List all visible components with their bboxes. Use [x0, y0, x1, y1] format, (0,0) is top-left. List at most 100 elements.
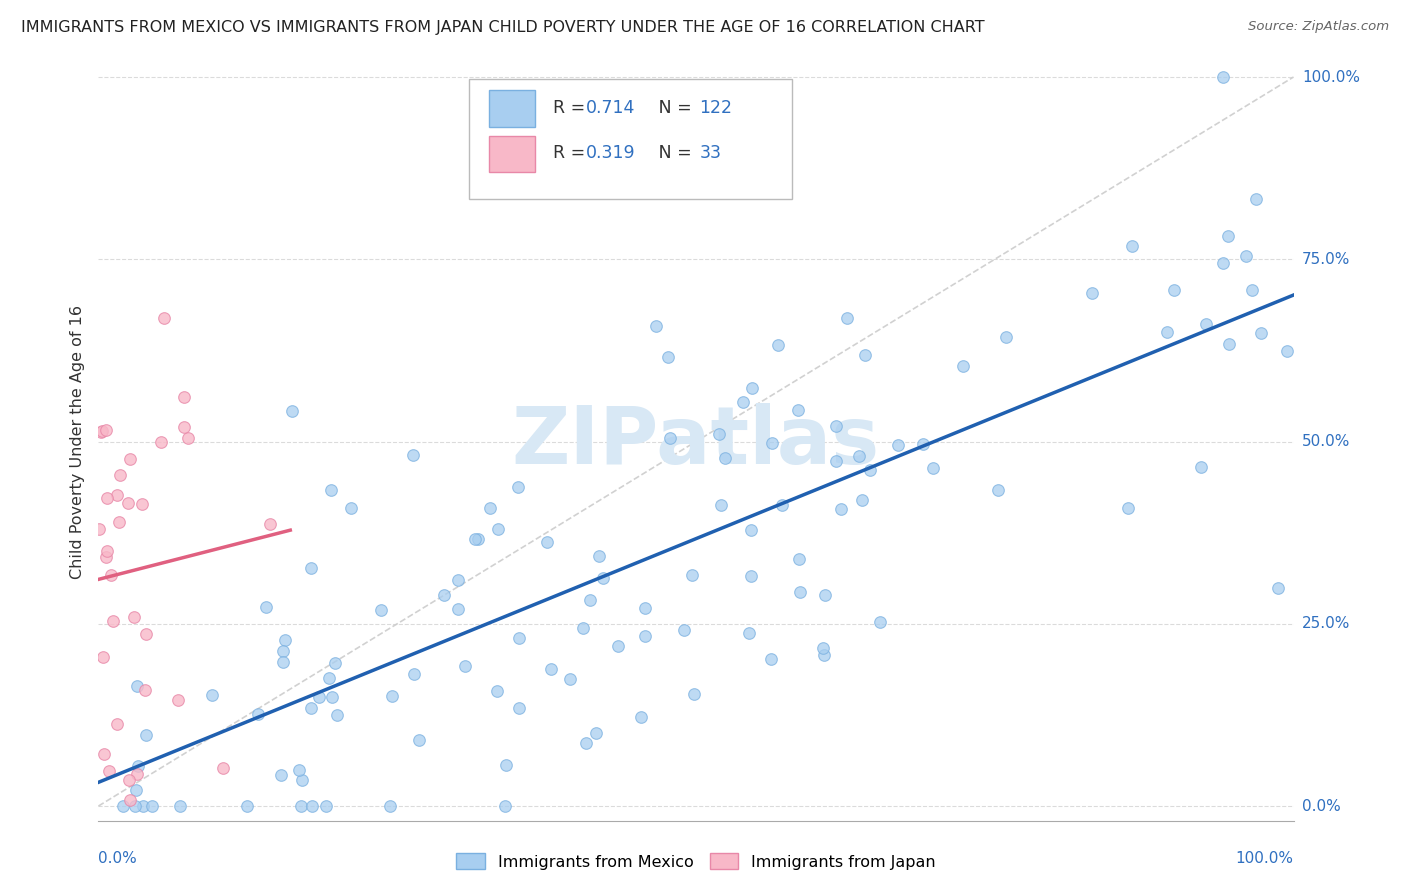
Point: [433, 589, 456, 603]
Point: [105, 488, 128, 502]
Point: [153, 310, 176, 325]
Point: [825, 454, 848, 468]
Point: [853, 348, 876, 362]
Point: [291, 773, 314, 788]
Point: [1216, 228, 1239, 243]
Point: [236, 799, 259, 814]
Point: [108, 515, 131, 529]
Point: [1189, 459, 1212, 474]
Point: [811, 640, 834, 655]
Point: [404, 666, 426, 681]
Point: [340, 501, 363, 516]
Text: 50.0%: 50.0%: [1302, 434, 1350, 449]
Point: [644, 319, 666, 334]
Point: [1163, 283, 1185, 297]
Point: [381, 689, 404, 703]
Point: [789, 585, 811, 599]
Point: [259, 516, 281, 531]
Point: [508, 631, 530, 645]
Point: [91, 424, 114, 438]
Point: [508, 700, 530, 714]
Text: 0.0%: 0.0%: [1302, 798, 1340, 814]
Text: IMMIGRANTS FROM MEXICO VS IMMIGRANTS FROM JAPAN CHILD POVERTY UNDER THE AGE OF 1: IMMIGRANTS FROM MEXICO VS IMMIGRANTS FRO…: [21, 20, 984, 35]
Point: [271, 656, 294, 670]
Text: R =: R =: [553, 145, 591, 162]
Point: [91, 649, 114, 664]
Text: 0.319: 0.319: [586, 145, 636, 162]
Point: [1241, 284, 1264, 298]
Point: [787, 403, 810, 417]
Point: [315, 799, 337, 814]
Point: [96, 491, 118, 506]
Point: [1236, 249, 1258, 263]
Point: [271, 643, 294, 657]
Point: [281, 404, 304, 418]
Point: [467, 532, 489, 546]
Point: [848, 449, 870, 463]
Point: [1267, 581, 1289, 595]
Point: [103, 614, 125, 628]
Point: [370, 603, 392, 617]
Text: 0.0%: 0.0%: [98, 851, 138, 866]
Point: [100, 568, 122, 582]
Point: [125, 679, 148, 693]
Point: [859, 462, 882, 476]
Point: [1250, 326, 1272, 341]
Point: [741, 381, 763, 395]
Point: [766, 338, 789, 352]
Point: [709, 427, 731, 442]
Bar: [489, 90, 534, 127]
Point: [738, 626, 761, 640]
Point: [761, 436, 783, 450]
Point: [118, 772, 141, 787]
Point: [560, 672, 582, 686]
Point: [124, 799, 146, 814]
Point: [96, 544, 118, 558]
Text: 122: 122: [700, 99, 733, 117]
Point: [1116, 500, 1139, 515]
Point: [579, 592, 602, 607]
Point: [787, 552, 810, 566]
Point: [759, 652, 782, 666]
Point: [177, 431, 200, 445]
Y-axis label: Child Poverty Under the Age of 16: Child Poverty Under the Age of 16: [69, 304, 84, 579]
Point: [323, 656, 346, 670]
Point: [1212, 70, 1234, 84]
Point: [169, 799, 191, 814]
Point: [173, 420, 195, 434]
Point: [464, 532, 486, 546]
Point: [321, 690, 343, 705]
Text: 0.714: 0.714: [586, 99, 636, 117]
Point: [830, 502, 852, 516]
Point: [127, 766, 149, 780]
Point: [301, 799, 323, 814]
Point: [135, 728, 157, 742]
Point: [288, 764, 311, 778]
Point: [585, 726, 607, 740]
Point: [922, 460, 945, 475]
Point: [825, 419, 848, 434]
Point: [247, 706, 270, 721]
Point: [299, 560, 322, 574]
Point: [167, 692, 190, 706]
Point: [94, 423, 117, 437]
Point: [740, 523, 762, 537]
Point: [659, 431, 682, 445]
Point: [486, 684, 509, 698]
Point: [814, 588, 837, 602]
Point: [952, 359, 974, 373]
Point: [308, 690, 330, 705]
Point: [912, 437, 935, 451]
Point: [1244, 192, 1267, 206]
Text: N =: N =: [643, 99, 697, 117]
Text: ZIPatlas: ZIPatlas: [512, 402, 880, 481]
Point: [117, 496, 139, 510]
Point: [486, 522, 509, 536]
Point: [402, 448, 425, 462]
Point: [869, 615, 891, 629]
Point: [408, 733, 430, 747]
Point: [149, 434, 172, 449]
Point: [887, 438, 910, 452]
Point: [112, 799, 135, 814]
Point: [987, 483, 1010, 498]
